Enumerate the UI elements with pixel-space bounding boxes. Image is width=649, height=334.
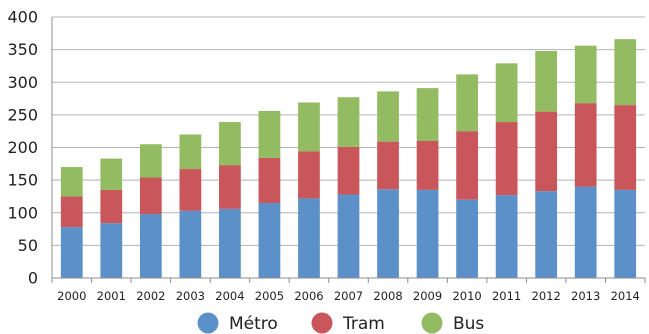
bar-metro-2010 bbox=[456, 199, 478, 278]
x-tick-label: 2010 bbox=[452, 289, 481, 303]
legend-label-tram: Tram bbox=[342, 314, 385, 334]
bar-metro-2003 bbox=[179, 210, 202, 278]
bar-tram-2002 bbox=[139, 177, 162, 215]
bar-tram-2011 bbox=[495, 122, 518, 196]
legend-swatch-metro bbox=[197, 312, 219, 334]
bar-bus-2011 bbox=[495, 63, 518, 123]
bar-metro-2012 bbox=[535, 191, 558, 278]
legend-swatch-tram bbox=[311, 312, 333, 334]
bar-metro-2001 bbox=[100, 223, 123, 278]
bar-metro-2004 bbox=[219, 208, 241, 278]
bar-tram-2007 bbox=[337, 146, 360, 195]
bar-bus-2000 bbox=[60, 167, 83, 197]
bar-tram-2008 bbox=[377, 141, 399, 190]
x-tick-label: 2007 bbox=[334, 289, 363, 303]
y-tick-label: 300 bbox=[7, 73, 38, 92]
x-tick-label: 2009 bbox=[413, 289, 442, 303]
bar-bus-2009 bbox=[416, 88, 439, 141]
bar-bus-2010 bbox=[456, 74, 478, 132]
x-tick-label: 2002 bbox=[136, 289, 165, 303]
bar-bus-2006 bbox=[298, 102, 320, 152]
x-tick-label: 2008 bbox=[373, 289, 402, 303]
y-tick-label: 100 bbox=[7, 203, 38, 222]
x-tick-label: 2001 bbox=[97, 289, 126, 303]
legend-label-metro: Métro bbox=[229, 314, 278, 334]
bar-metro-2014 bbox=[614, 189, 637, 278]
y-tick-label: 400 bbox=[7, 8, 38, 27]
bar-bus-2005 bbox=[258, 110, 281, 158]
bar-metro-2000 bbox=[60, 227, 83, 278]
bar-bus-2008 bbox=[377, 91, 399, 142]
legend-swatch-bus bbox=[421, 312, 443, 334]
x-tick-label: 2014 bbox=[611, 289, 640, 303]
y-axis-tick-labels: 0 50 100 150 200 250 300 350 400 bbox=[7, 8, 38, 288]
bar-metro-2011 bbox=[495, 195, 518, 278]
bar-tram-2010 bbox=[456, 131, 478, 200]
x-tick-label: 2000 bbox=[57, 289, 86, 303]
bar-bus-2004 bbox=[219, 122, 241, 166]
bar-bus-2007 bbox=[337, 97, 360, 147]
bar-metro-2013 bbox=[574, 186, 597, 278]
bar-tram-2006 bbox=[298, 151, 320, 199]
legend-label-bus: Bus bbox=[453, 314, 484, 334]
bar-tram-2003 bbox=[179, 169, 202, 211]
x-tick-label: 2006 bbox=[294, 289, 323, 303]
bar-tram-2001 bbox=[100, 189, 123, 224]
bar-bus-2012 bbox=[535, 50, 558, 112]
bar-bus-2001 bbox=[100, 158, 123, 190]
axes bbox=[51, 17, 646, 283]
bar-bus-2002 bbox=[139, 144, 162, 178]
bar-tram-2012 bbox=[535, 111, 558, 192]
bar-metro-2008 bbox=[377, 189, 399, 278]
bar-bus-2003 bbox=[179, 134, 202, 170]
bar-tram-2005 bbox=[258, 157, 281, 203]
x-tick-label: 2005 bbox=[255, 289, 284, 303]
bar-bus-2014 bbox=[614, 39, 637, 106]
bar-metro-2006 bbox=[298, 198, 320, 278]
x-tick-label: 2004 bbox=[215, 289, 244, 303]
x-tick-label: 2003 bbox=[176, 289, 205, 303]
bar-tram-2009 bbox=[416, 140, 439, 190]
bar-metro-2002 bbox=[139, 214, 162, 278]
bar-tram-2013 bbox=[574, 103, 597, 187]
x-tick-label: 2012 bbox=[532, 289, 561, 303]
bar-tram-2014 bbox=[614, 105, 637, 190]
bar-metro-2009 bbox=[416, 189, 439, 278]
y-tick-label: 150 bbox=[7, 171, 38, 190]
y-tick-label: 250 bbox=[7, 105, 38, 124]
bar-tram-2004 bbox=[219, 165, 241, 209]
y-tick-label: 50 bbox=[18, 236, 38, 255]
x-tick-label: 2013 bbox=[571, 289, 600, 303]
legend: Métro Tram Bus bbox=[197, 312, 484, 334]
y-tick-label: 0 bbox=[28, 269, 38, 288]
bar-tram-2000 bbox=[60, 196, 83, 228]
x-axis-tick-labels: 2000 2001 2002 2003 2004 2005 2006 2007 2008 2009… bbox=[57, 289, 640, 303]
bar-metro-2005 bbox=[258, 202, 281, 278]
bars bbox=[60, 39, 637, 278]
y-tick-label: 350 bbox=[7, 40, 38, 59]
bar-bus-2013 bbox=[574, 45, 597, 104]
y-tick-label: 200 bbox=[7, 138, 38, 157]
x-tick-label: 2011 bbox=[492, 289, 521, 303]
bar-metro-2007 bbox=[337, 194, 360, 278]
